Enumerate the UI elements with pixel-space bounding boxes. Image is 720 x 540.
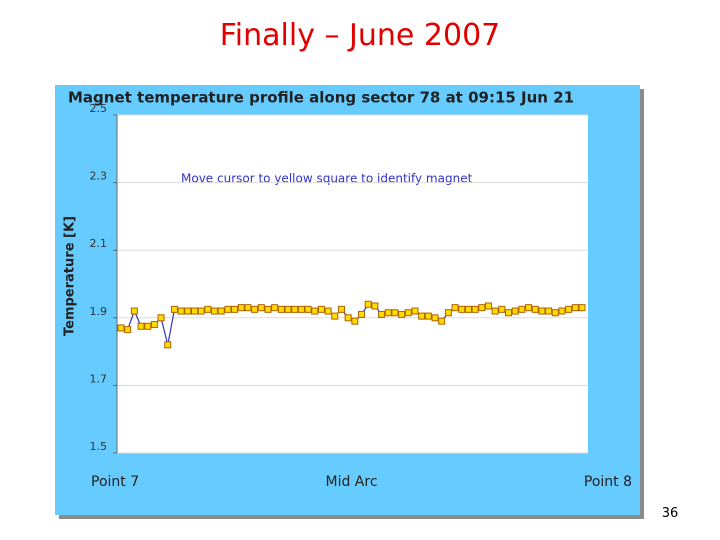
data-point <box>444 309 452 317</box>
data-point <box>571 304 579 312</box>
data-point <box>317 305 325 313</box>
data-point <box>471 305 479 313</box>
data-point <box>411 307 419 315</box>
data-point <box>297 305 305 313</box>
data-point <box>150 321 158 329</box>
y-tick-label: 2.5 <box>90 102 108 115</box>
data-point <box>137 322 145 330</box>
data-point <box>371 302 379 310</box>
data-point <box>531 305 539 313</box>
data-point <box>451 304 459 312</box>
data-point <box>438 317 446 325</box>
y-tick-label: 1.5 <box>90 440 108 453</box>
data-point <box>304 305 312 313</box>
x-tick-label: Point 8 <box>584 474 632 490</box>
data-point <box>224 305 232 313</box>
data-point <box>284 305 292 313</box>
data-point <box>197 307 205 315</box>
data-point <box>418 312 426 320</box>
data-point <box>271 304 279 312</box>
data-point <box>331 312 339 320</box>
data-point <box>538 307 546 315</box>
data-point <box>498 305 506 313</box>
data-point <box>324 307 332 315</box>
data-point <box>484 302 492 310</box>
data-point <box>398 310 406 318</box>
data-point <box>525 304 533 312</box>
data-point <box>124 326 132 334</box>
data-point <box>204 305 212 313</box>
data-point <box>337 305 345 313</box>
data-point <box>391 309 399 317</box>
data-point <box>545 307 553 315</box>
chart-title: Magnet temperature profile along sector … <box>68 89 574 107</box>
data-point <box>384 309 392 317</box>
data-point <box>351 317 359 325</box>
data-point <box>511 307 519 315</box>
data-point <box>491 307 499 315</box>
data-point <box>244 304 252 312</box>
data-point <box>177 307 185 315</box>
data-point <box>251 305 259 313</box>
y-axis-label: Temperature [K] <box>63 216 78 336</box>
data-point <box>190 307 198 315</box>
data-point <box>478 304 486 312</box>
y-tick-label: 1.9 <box>90 305 108 318</box>
data-point <box>424 312 432 320</box>
y-tick-label: 2.3 <box>90 170 108 183</box>
data-point <box>277 305 285 313</box>
data-point <box>558 307 566 315</box>
data-point <box>231 305 239 313</box>
data-point <box>311 307 319 315</box>
data-point <box>431 314 439 322</box>
data-point <box>164 341 172 349</box>
y-tick-label: 2.1 <box>90 237 108 250</box>
data-point <box>130 307 138 315</box>
data-point <box>364 300 372 308</box>
data-point <box>144 322 152 330</box>
data-point <box>404 309 412 317</box>
data-point <box>237 304 245 312</box>
data-point <box>505 309 513 317</box>
data-point <box>264 305 272 313</box>
data-point <box>217 307 225 315</box>
data-point <box>518 305 526 313</box>
data-point <box>358 310 366 318</box>
page-number: 36 <box>661 506 679 521</box>
data-point <box>257 304 265 312</box>
y-tick-label: 1.7 <box>90 372 108 385</box>
data-point <box>184 307 192 315</box>
slide-title: Finally – June 2007 <box>219 18 501 53</box>
data-point <box>170 305 178 313</box>
x-tick-label: Mid Arc <box>325 474 377 490</box>
data-point <box>378 310 386 318</box>
data-point <box>291 305 299 313</box>
data-point <box>464 305 472 313</box>
data-point <box>565 305 573 313</box>
data-point <box>157 314 165 322</box>
data-point <box>458 305 466 313</box>
plot-area <box>117 115 588 453</box>
x-tick-label: Point 7 <box>91 474 139 490</box>
data-point <box>344 314 352 322</box>
data-point <box>551 309 559 317</box>
annotation: Move cursor to yellow square to identify… <box>181 172 473 186</box>
data-point <box>117 324 125 332</box>
data-point <box>578 304 586 312</box>
data-point <box>211 307 219 315</box>
